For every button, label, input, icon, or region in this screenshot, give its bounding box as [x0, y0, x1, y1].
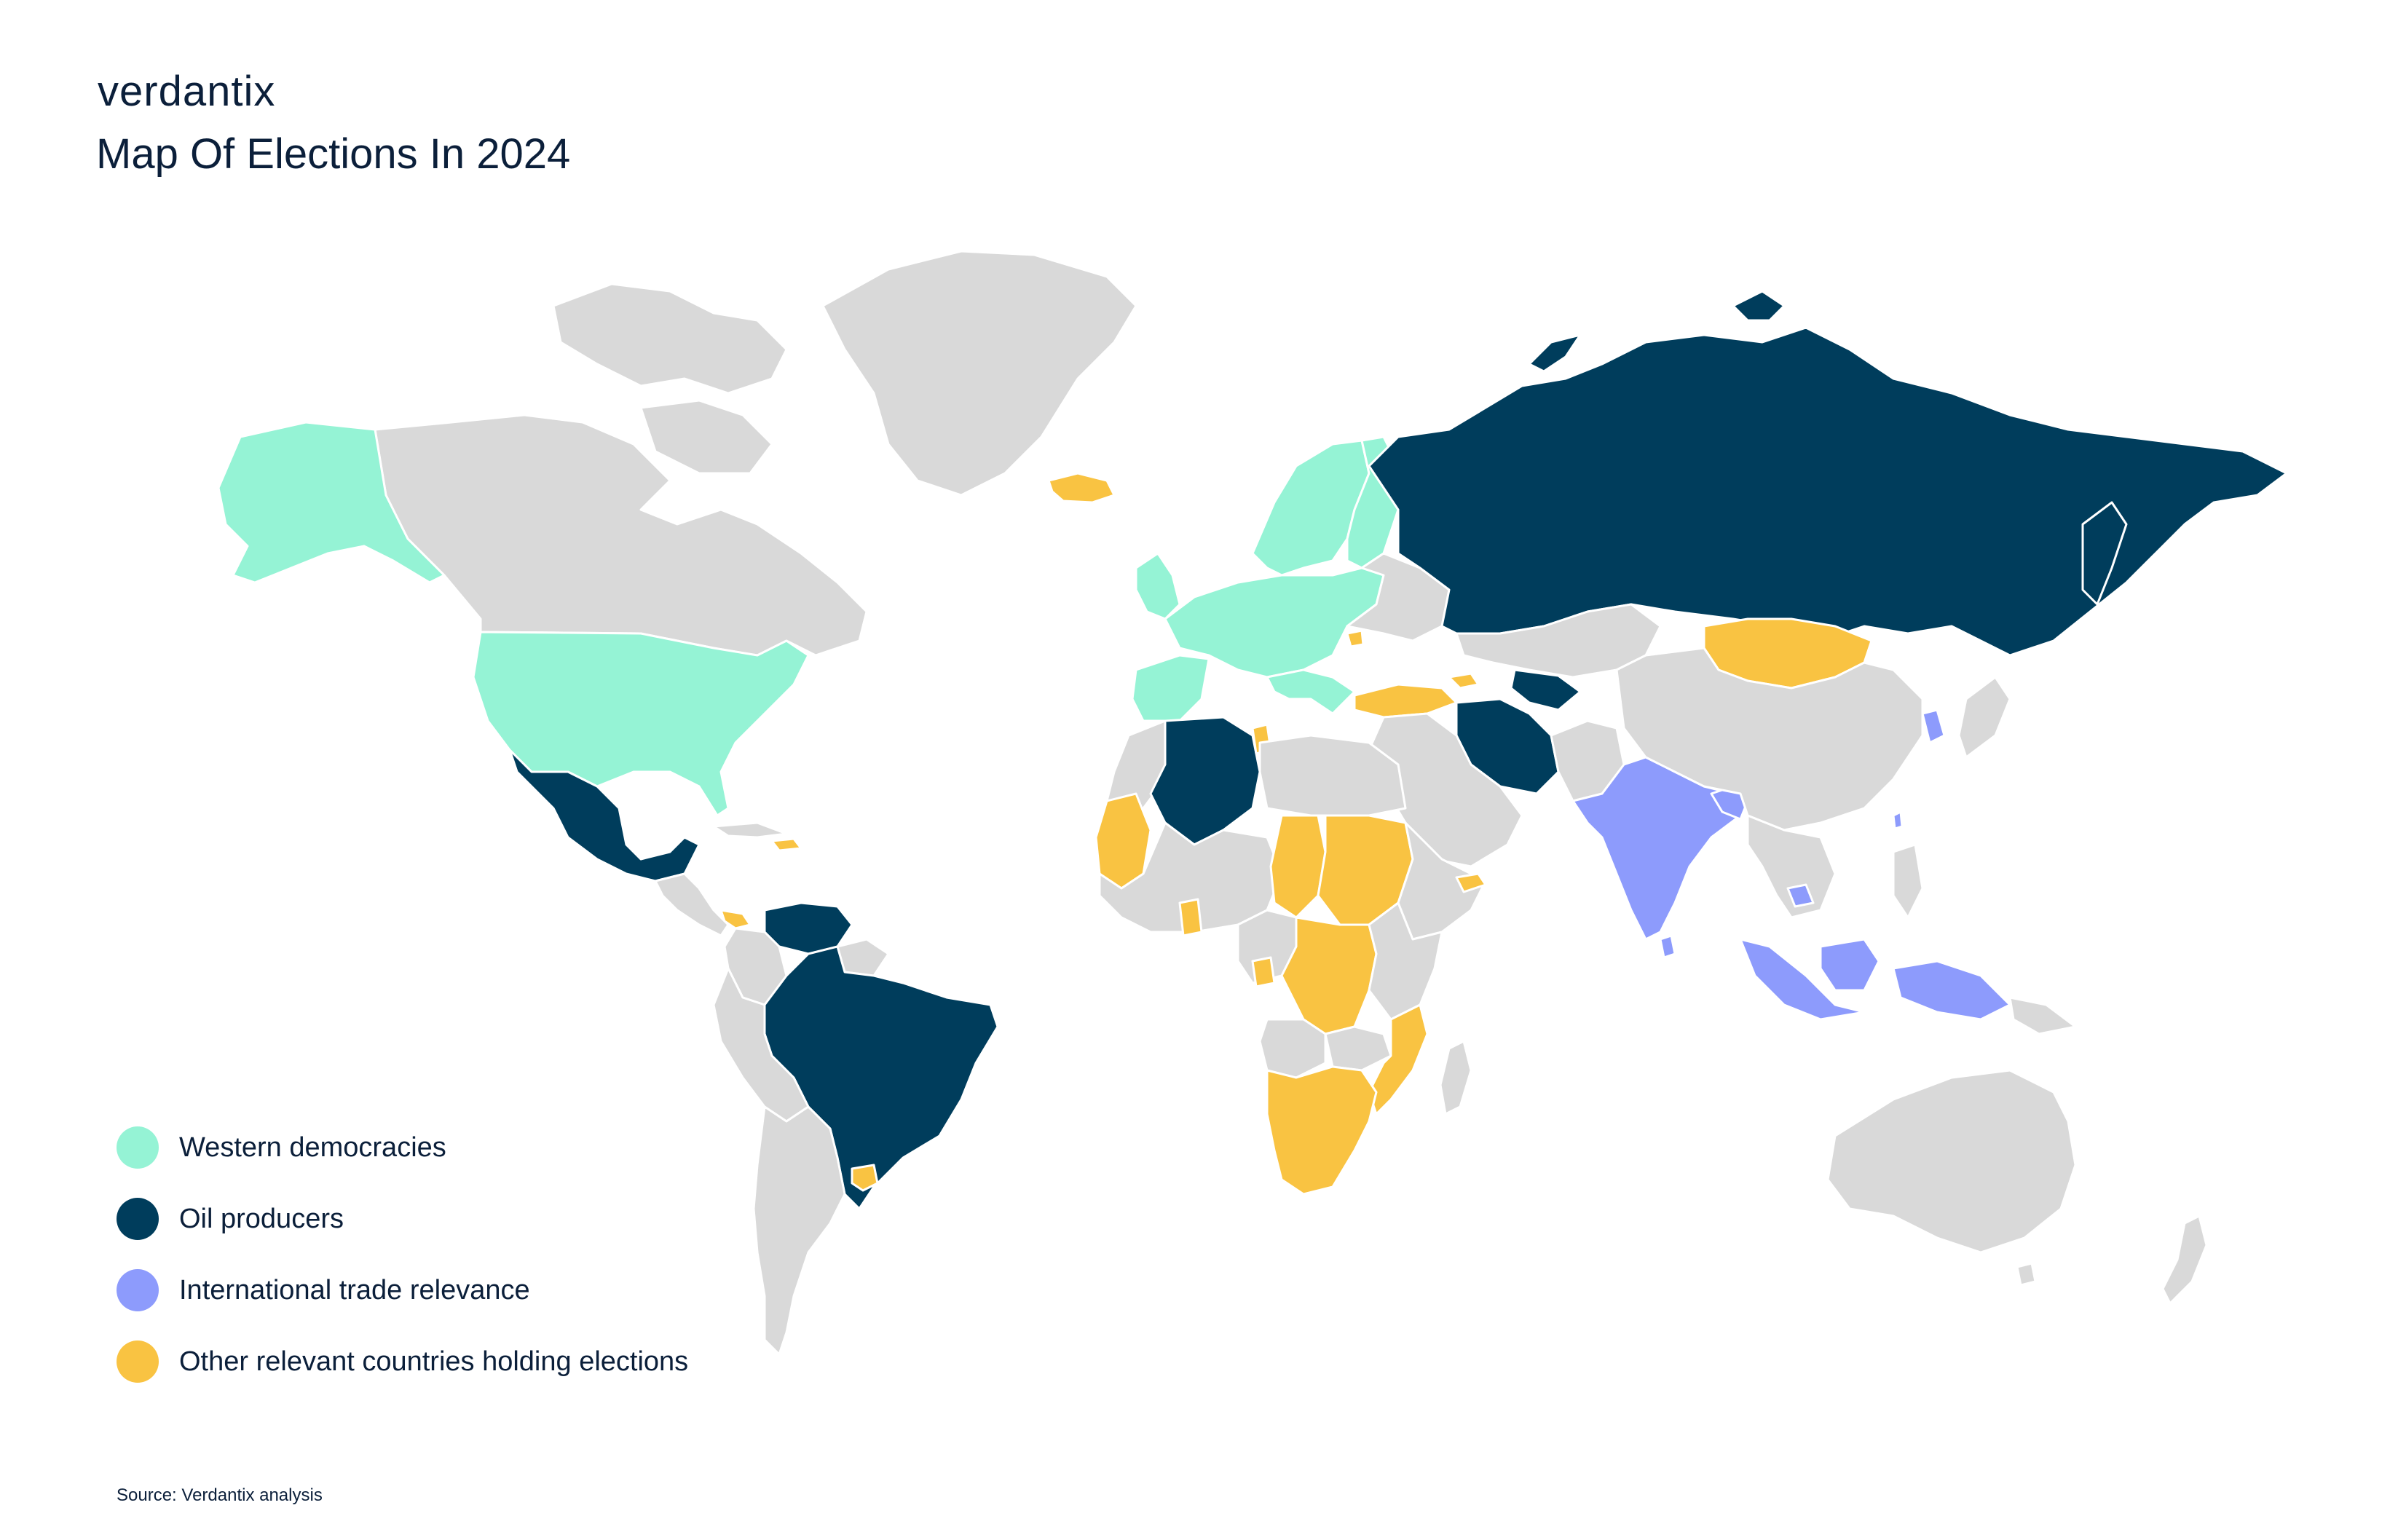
legend-item-trade: International trade relevance [117, 1264, 688, 1316]
region-iceland [1047, 472, 1116, 504]
region-india [1571, 756, 1742, 941]
logo-text: verdantix [98, 68, 276, 115]
region-kamchatka [2081, 501, 2128, 606]
region-philippines [1892, 843, 1924, 919]
region-somaliland [1455, 872, 1487, 893]
region-belarus-ukraine [1346, 552, 1451, 642]
legend-item-other: Other relevant countries holding electio… [117, 1335, 688, 1388]
region-canada-islands [552, 283, 788, 395]
verdantix-logo: verdantix [98, 67, 275, 116]
region-novaya-zemlya [1528, 333, 1582, 373]
legend-label: International trade relevance [179, 1274, 530, 1306]
region-china [1615, 647, 1924, 832]
region-alaska [217, 421, 446, 584]
region-madagascar [1439, 1040, 1472, 1115]
region-png [2008, 996, 2077, 1035]
region-georgia [1448, 672, 1480, 690]
region-central-america [654, 872, 730, 937]
region-mexico [508, 749, 701, 882]
legend-item-western: Western democracies [117, 1121, 688, 1174]
region-usa [472, 631, 810, 817]
map-legend: Western democracies Oil producers Intern… [117, 1121, 688, 1407]
region-congo-west [1251, 956, 1276, 988]
region-new-zealand [2161, 1215, 2208, 1305]
region-italy-balkans [1266, 668, 1356, 715]
region-uruguay [851, 1164, 879, 1192]
region-cuba [712, 821, 788, 839]
region-zambia-malawi [1324, 1025, 1392, 1072]
region-borneo [1819, 938, 1880, 992]
region-taiwan [1892, 810, 1904, 830]
region-moldova-romania [1346, 629, 1365, 648]
legend-label: Oil producers [179, 1203, 344, 1234]
region-angola [1258, 1018, 1327, 1079]
region-canada-islands-2 [639, 399, 773, 475]
region-mozambique [1368, 1003, 1429, 1115]
region-japan [1957, 676, 2011, 759]
region-libya-egypt [1258, 734, 1407, 817]
region-korea [1921, 708, 1946, 744]
region-argentina-chile [752, 1105, 846, 1356]
region-greenland [821, 250, 1137, 497]
region-indonesia-west [1739, 938, 1866, 1021]
region-arctic-islands-ru [1732, 290, 1786, 322]
region-southern-africa [1266, 1065, 1378, 1196]
region-russia [1368, 326, 2288, 657]
legend-label: Western democracies [179, 1132, 446, 1163]
legend-label: Other relevant countries holding electio… [179, 1346, 689, 1377]
region-australia [1826, 1069, 2077, 1254]
legend-swatch-trade [117, 1269, 159, 1311]
legend-swatch-other [117, 1340, 159, 1383]
region-dominican-republic [770, 837, 802, 852]
region-iberia [1131, 654, 1210, 722]
region-east-africa [1368, 901, 1443, 1021]
region-turkmenistan-uzbek [1510, 668, 1582, 711]
region-southeast-asia [1746, 814, 1837, 919]
legend-item-oil: Oil producers [117, 1193, 688, 1245]
region-tasmania [2016, 1262, 2037, 1287]
legend-swatch-oil [117, 1198, 159, 1240]
region-cambodia [1786, 883, 1815, 908]
source-note: Source: Verdantix analysis [117, 1485, 323, 1505]
legend-swatch-western [117, 1126, 159, 1169]
region-uk-ireland [1135, 552, 1181, 620]
region-chad [1269, 814, 1327, 919]
region-indonesia-east [1892, 960, 2011, 1021]
page-title: Map Of Elections In 2024 [96, 130, 571, 178]
region-panama [719, 909, 752, 930]
region-sri-lanka [1659, 934, 1676, 959]
region-turkey [1353, 683, 1458, 719]
region-ghana-togo [1178, 898, 1203, 937]
region-drc [1280, 916, 1378, 1035]
region-canada [374, 414, 868, 657]
